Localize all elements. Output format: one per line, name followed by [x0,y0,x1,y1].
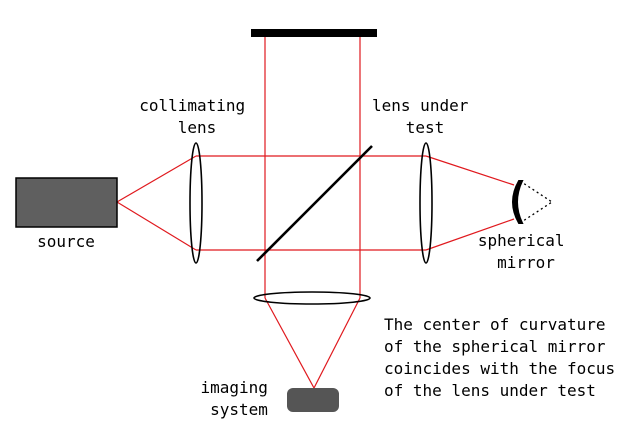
reference-mirror [251,29,377,37]
imaging-system-label: imaging system [200,378,277,419]
lens-under-test [419,142,433,264]
light-beams [116,37,515,389]
beam-to-camera-right [313,297,361,389]
beam-to-camera-left [264,297,315,389]
note-line-1: The center of curvature [384,315,606,334]
collimating-lens-label-line1: collimating [139,96,245,115]
imaging-system-camera [287,388,339,412]
curvature-dotted-top [519,180,553,203]
note-line-2: of the spherical mirror [384,337,606,356]
explanatory-note: The center of curvature of the spherical… [384,315,625,400]
beam-source-to-lens-bottom [116,201,197,251]
note-line-4: of the lens under test [384,381,596,400]
spherical-mirror [512,180,524,224]
source-label: source [37,232,95,251]
beam-test-to-mirror-top [425,155,515,186]
beam-splitter [256,145,373,262]
collimating-lens-label-line2: lens [178,118,217,137]
source-box [15,177,118,228]
note-line-3: coincides with the focus [384,359,615,378]
lens-under-test-label-line2: test [406,118,445,137]
collimating-lens-label: collimating lens [139,96,255,137]
curvature-dotted-bottom [519,201,553,224]
lens-under-test-label-line1: lens under [372,96,469,115]
beam-source-to-lens-top [116,155,197,203]
imaging-lens [253,291,371,305]
spherical-mirror-label: spherical mirror [478,231,574,272]
imaging-system-label-line1: imaging [200,378,267,397]
spherical-mirror-label-line1: spherical [478,231,565,250]
imaging-system-label-line2: system [210,400,268,419]
lens-under-test-label: lens under test [372,96,478,137]
collimating-lens [189,142,203,264]
beam-test-to-mirror-bottom [425,218,515,251]
spherical-mirror-label-line2: mirror [497,253,555,272]
